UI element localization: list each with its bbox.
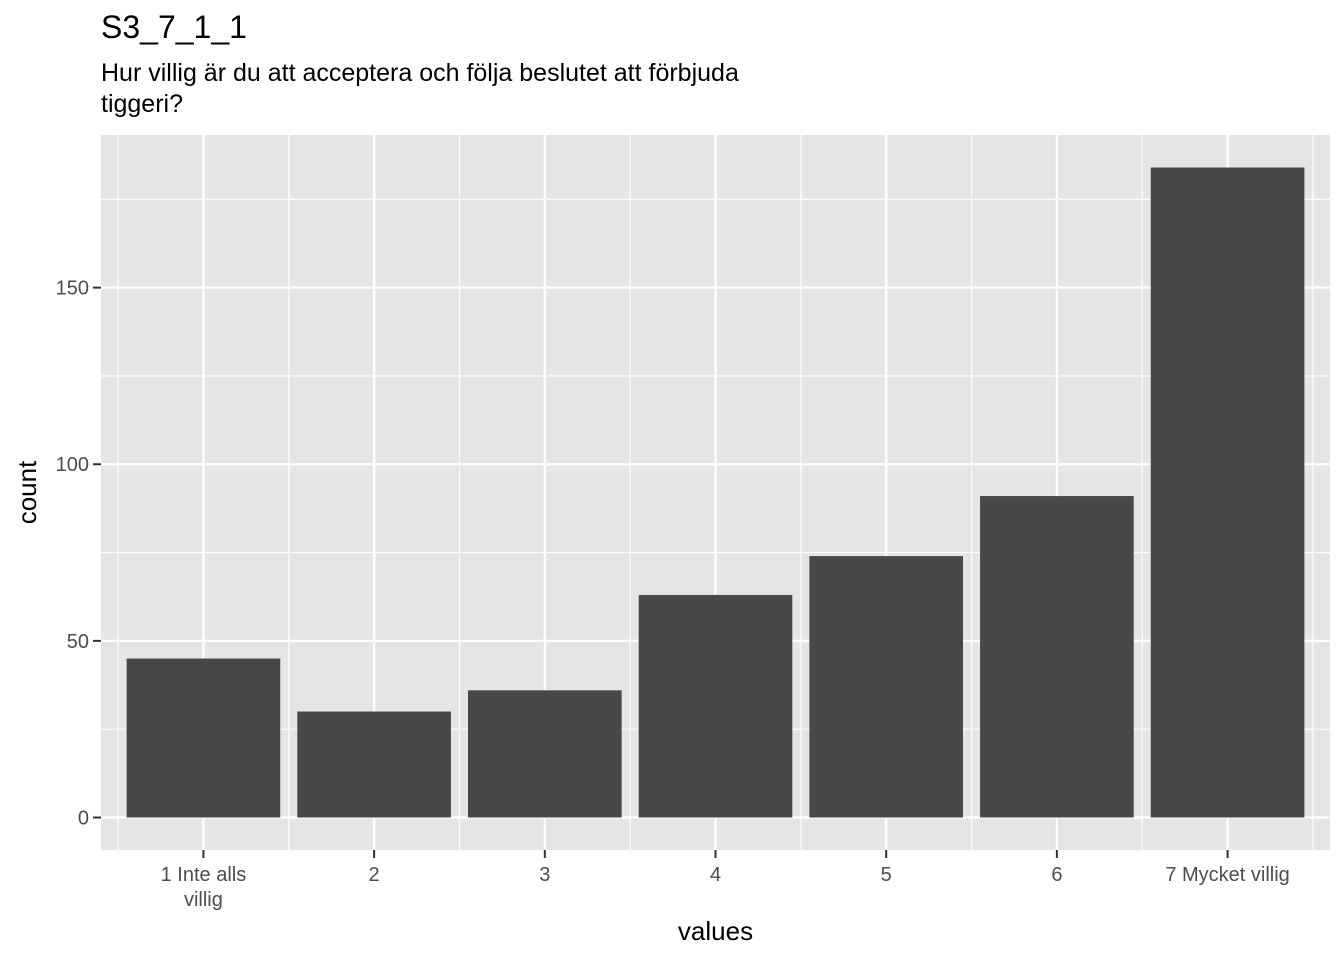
y-axis-title: count — [12, 460, 42, 524]
bar — [126, 658, 281, 818]
chart-subtitle: Hur villig är du att acceptera och följa… — [101, 58, 881, 120]
chart-title: S3_7_1_1 — [101, 9, 247, 45]
y-tick-label: 100 — [56, 454, 89, 476]
x-tick-label: 6 — [1051, 864, 1062, 886]
y-axis: 0 50 100 150 — [56, 278, 101, 830]
bar — [980, 496, 1134, 818]
chart-subtitle-line-1: Hur villig är du att acceptera och följa… — [101, 59, 739, 87]
x-tick-label: 5 — [881, 864, 892, 886]
x-axis-title: values — [678, 916, 753, 946]
x-tick-label: 4 — [710, 864, 721, 886]
y-tick-label: 50 — [67, 631, 89, 653]
x-tick-label: 3 — [539, 864, 550, 886]
x-tick-label: 7 Mycket villig — [1165, 864, 1289, 886]
y-tick-label: 150 — [56, 278, 89, 300]
bar — [297, 711, 451, 818]
chart-subtitle-line-2: tiggeri? — [101, 90, 183, 118]
x-tick-label: 2 — [369, 864, 380, 886]
bar — [809, 556, 964, 818]
bar — [638, 594, 793, 818]
bar — [1150, 167, 1305, 818]
x-tick-label: 1 Inte alls villig — [161, 864, 247, 911]
x-axis: 1 Inte alls villig 2 3 4 5 6 7 Mycket villig — [161, 850, 1290, 911]
bar — [467, 690, 622, 818]
y-tick-label: 0 — [78, 808, 89, 830]
bars — [126, 167, 1305, 818]
